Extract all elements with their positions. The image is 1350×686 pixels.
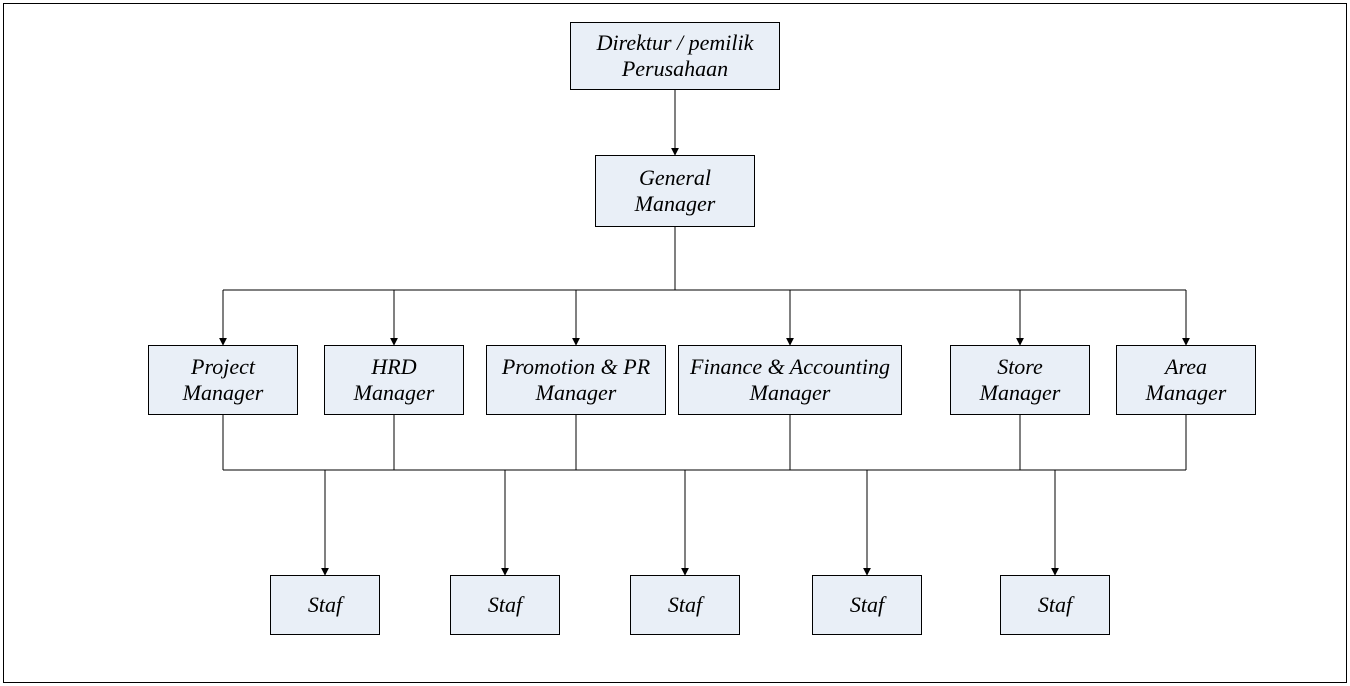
- node-m2-line-0: HRD: [371, 354, 416, 380]
- node-m4: Finance & AccountingManager: [678, 345, 902, 415]
- node-s5: Staf: [1000, 575, 1110, 635]
- node-gm-line-1: Manager: [635, 191, 716, 217]
- node-m5: StoreManager: [950, 345, 1090, 415]
- node-m6-line-1: Manager: [1146, 380, 1227, 406]
- node-m5-line-1: Manager: [980, 380, 1061, 406]
- node-director-line-0: Direktur / pemilik: [597, 30, 754, 56]
- node-s4: Staf: [812, 575, 922, 635]
- node-director-line-1: Perusahaan: [622, 56, 728, 82]
- node-s2: Staf: [450, 575, 560, 635]
- node-m1-line-1: Manager: [183, 380, 264, 406]
- node-director: Direktur / pemilikPerusahaan: [570, 22, 780, 90]
- node-s3: Staf: [630, 575, 740, 635]
- node-m4-line-0: Finance & Accounting: [690, 354, 890, 380]
- node-s1-line-0: Staf: [308, 592, 342, 618]
- node-gm-line-0: General: [639, 165, 711, 191]
- node-s2-line-0: Staf: [488, 592, 522, 618]
- node-m6-line-0: Area: [1165, 354, 1207, 380]
- node-m2-line-1: Manager: [354, 380, 435, 406]
- node-m1: ProjectManager: [148, 345, 298, 415]
- node-m3-line-1: Manager: [536, 380, 617, 406]
- node-m3-line-0: Promotion & PR: [502, 354, 650, 380]
- node-m4-line-1: Manager: [750, 380, 831, 406]
- node-s5-line-0: Staf: [1038, 592, 1072, 618]
- node-s1: Staf: [270, 575, 380, 635]
- node-m3: Promotion & PRManager: [486, 345, 666, 415]
- node-m1-line-0: Project: [191, 354, 255, 380]
- node-gm: GeneralManager: [595, 155, 755, 227]
- node-m6: AreaManager: [1116, 345, 1256, 415]
- node-m2: HRDManager: [324, 345, 464, 415]
- node-s4-line-0: Staf: [850, 592, 884, 618]
- node-m5-line-0: Store: [997, 354, 1043, 380]
- node-s3-line-0: Staf: [668, 592, 702, 618]
